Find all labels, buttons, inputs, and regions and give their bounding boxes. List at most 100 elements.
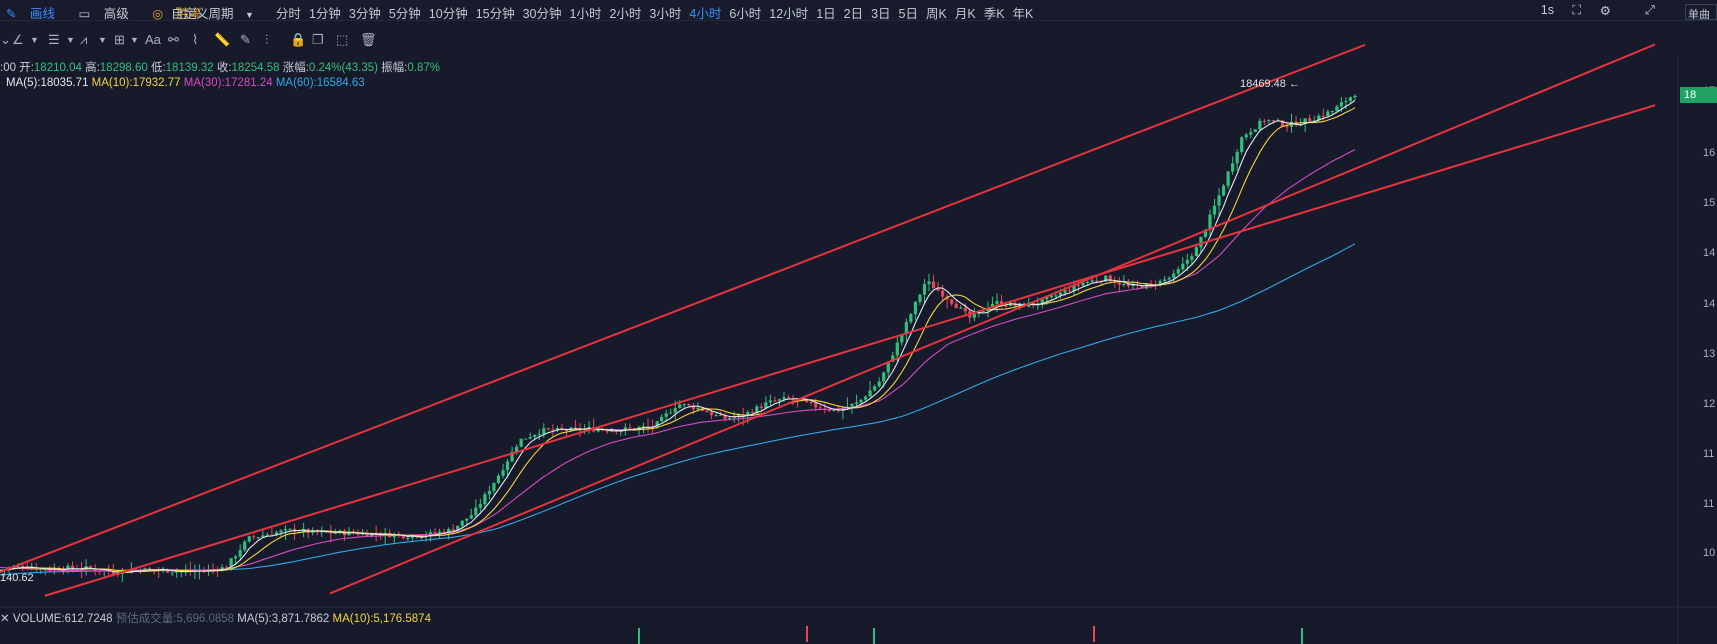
period-tab[interactable]: 3小时 bbox=[649, 7, 682, 21]
candle-body bbox=[1235, 151, 1239, 164]
candle-body bbox=[465, 518, 469, 521]
interval-label[interactable]: 1s bbox=[1540, 3, 1554, 17]
candle-body bbox=[1317, 115, 1321, 121]
period-tab[interactable]: 2日 bbox=[843, 7, 864, 21]
angle-tool-icon[interactable]: ∠ bbox=[12, 32, 24, 47]
close-icon[interactable]: ✕ bbox=[0, 613, 10, 625]
ma30-value: MA(30):17281.24 bbox=[183, 77, 273, 89]
candle-body bbox=[1117, 282, 1121, 285]
period-tab[interactable]: 季K bbox=[983, 7, 1005, 21]
candle-body bbox=[1122, 283, 1126, 285]
candle-body bbox=[714, 415, 718, 417]
candle-body bbox=[437, 531, 442, 534]
candle-body bbox=[805, 399, 809, 402]
period-tab[interactable]: 周K bbox=[926, 7, 947, 21]
period-tab[interactable]: 2小时 bbox=[609, 7, 642, 21]
candle-body bbox=[256, 537, 260, 539]
candle-body bbox=[401, 534, 405, 539]
advanced-button[interactable]: ▭ 高级 bbox=[78, 7, 138, 21]
candle-body bbox=[1058, 292, 1063, 296]
candle-body bbox=[809, 401, 813, 403]
candle-body bbox=[370, 533, 374, 537]
period-tab[interactable]: 1小时 bbox=[569, 7, 602, 21]
period-tab[interactable]: 4小时 bbox=[689, 7, 722, 21]
ma5-line bbox=[0, 100, 1356, 574]
candle-body bbox=[247, 536, 251, 542]
period-tab[interactable]: 1日 bbox=[816, 7, 836, 21]
candle-body bbox=[1240, 137, 1244, 152]
fullscreen-icon[interactable]: ⤢ bbox=[1644, 3, 1655, 17]
candle-body bbox=[1258, 120, 1262, 130]
winrate-icon: ◎ bbox=[152, 7, 164, 21]
candle-body bbox=[850, 403, 854, 407]
grid-tool-icon[interactable]: ⊞ bbox=[114, 32, 125, 47]
text-tool-icon[interactable]: Aa bbox=[145, 32, 161, 47]
high-value: 18298.60 bbox=[99, 62, 148, 74]
period-tab[interactable]: 年K bbox=[1012, 7, 1034, 21]
volume-ma10: MA(10):5,176.5874 bbox=[332, 613, 431, 625]
candle-body bbox=[356, 533, 360, 535]
candle-body bbox=[573, 427, 578, 429]
period-tab[interactable]: 3分钟 bbox=[348, 7, 381, 21]
drawing-toolbar: ⌄ ∠ ▼ ☰ ▼ ⩘ ▼ ⊞ ▼ Aa ⚯ ⌇ 📏 ✎ ⫶ 🔒 ❐ ⬚ 🗑 bbox=[0, 28, 1717, 52]
measure-tool-icon[interactable]: ⫶ bbox=[265, 32, 269, 47]
candle-body bbox=[483, 494, 487, 505]
ma10-value: MA(10):17932.77 bbox=[91, 77, 181, 89]
pattern-tool-icon[interactable]: ⚯ bbox=[168, 32, 179, 47]
candle-body bbox=[931, 281, 936, 289]
select-tool-icon[interactable]: ⬚ bbox=[336, 32, 349, 47]
copy-tool-icon[interactable]: ❐ bbox=[312, 32, 324, 47]
period-tab[interactable]: 10分钟 bbox=[428, 7, 468, 21]
candle-body bbox=[1312, 120, 1316, 122]
upper-trendline bbox=[0, 43, 1366, 573]
candle-body bbox=[959, 307, 963, 309]
candle-body bbox=[773, 400, 777, 402]
period-tab[interactable]: 6小时 bbox=[729, 7, 762, 21]
parallel-tool-icon[interactable]: ☰ bbox=[48, 32, 60, 47]
volume-info: ✕ VOLUME:612.7248 预估成交量:5,696.0858 MA(5)… bbox=[0, 613, 431, 625]
candle-body bbox=[646, 426, 650, 428]
candle-body bbox=[818, 407, 822, 409]
candle-body bbox=[1176, 269, 1180, 274]
candle-body bbox=[1140, 285, 1144, 289]
period-tab[interactable]: 30分钟 bbox=[522, 7, 562, 21]
period-tab[interactable]: 3日 bbox=[871, 7, 891, 21]
custom-period-dropdown[interactable]: 自定义周期 ▼ bbox=[171, 7, 262, 21]
period-tab[interactable]: 5日 bbox=[898, 7, 918, 21]
ruler-tool-icon[interactable]: 📏 bbox=[214, 32, 231, 47]
trash-icon[interactable]: 🗑 bbox=[360, 32, 377, 47]
candle-body bbox=[333, 533, 337, 535]
chevron-down-icon: ▼ bbox=[30, 35, 39, 45]
period-tab[interactable]: 12小时 bbox=[769, 7, 809, 21]
candle-body bbox=[1131, 284, 1135, 287]
open-value: 18210.04 bbox=[33, 62, 82, 74]
expand-icon[interactable]: ⛶ bbox=[1572, 3, 1581, 17]
period-tab[interactable]: 月K bbox=[954, 7, 976, 21]
candle-body bbox=[39, 568, 43, 570]
candle-body bbox=[660, 416, 664, 422]
draw-line-button[interactable]: ✎ 画线 bbox=[6, 7, 65, 21]
winrate-button[interactable]: ◎ 胜率 bbox=[152, 7, 211, 21]
period-tab[interactable]: 5分钟 bbox=[388, 7, 421, 21]
candle-body bbox=[936, 288, 940, 291]
cursor-dropdown-icon[interactable]: ⌄ bbox=[0, 32, 11, 47]
lock-tool-icon[interactable]: 🔒 bbox=[290, 32, 307, 47]
settings-icon[interactable]: ⚙ bbox=[1599, 4, 1611, 18]
candle-body bbox=[941, 290, 945, 297]
period-tab[interactable]: 1分钟 bbox=[308, 7, 341, 21]
candle-body bbox=[501, 470, 505, 476]
candle-body bbox=[1339, 102, 1344, 107]
candle-body bbox=[496, 475, 501, 484]
candle-body bbox=[1330, 110, 1334, 112]
candle-body bbox=[478, 504, 482, 508]
period-tab[interactable]: 分时 bbox=[275, 7, 301, 21]
candle-body bbox=[451, 529, 455, 531]
candle-body bbox=[224, 567, 229, 569]
candle-body bbox=[1004, 305, 1008, 307]
period-tab[interactable]: 15分钟 bbox=[475, 7, 515, 21]
pen-tool-icon[interactable]: ✎ bbox=[240, 32, 251, 47]
wave-tool-icon[interactable]: ⩘ bbox=[80, 32, 88, 47]
brush-tool-icon[interactable]: ⌇ bbox=[192, 32, 199, 47]
candle-body bbox=[329, 532, 333, 534]
